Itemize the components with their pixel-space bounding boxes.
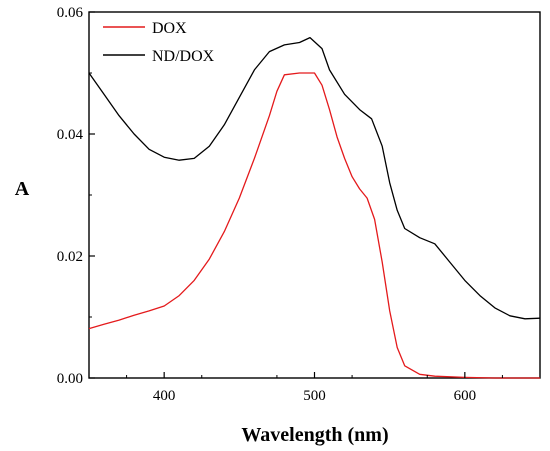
x-tick-label: 400 xyxy=(153,388,176,404)
legend-label: DOX xyxy=(152,20,187,37)
y-tick-label: 0.06 xyxy=(57,5,84,21)
series-layer xyxy=(88,36,541,379)
ticks-layer: 400 500 600 0.00 0.02 0.04 0.06 xyxy=(57,5,503,404)
legend: DOX ND/DOX xyxy=(103,20,215,65)
series-line-1 xyxy=(88,36,541,320)
y-tick-label: 0.00 xyxy=(57,371,83,387)
y-tick-label: 0.02 xyxy=(57,249,83,265)
x-tick-label: 600 xyxy=(454,388,477,404)
x-tick-label: 500 xyxy=(303,388,326,404)
x-axis-title: Wavelength (nm) xyxy=(241,424,388,446)
plot-area xyxy=(88,11,541,379)
y-tick-label: 0.04 xyxy=(57,127,84,143)
y-axis-title: A xyxy=(15,178,30,200)
series-line-0 xyxy=(88,72,540,379)
legend-label: ND/DOX xyxy=(152,48,215,65)
plot-frame xyxy=(88,11,541,379)
